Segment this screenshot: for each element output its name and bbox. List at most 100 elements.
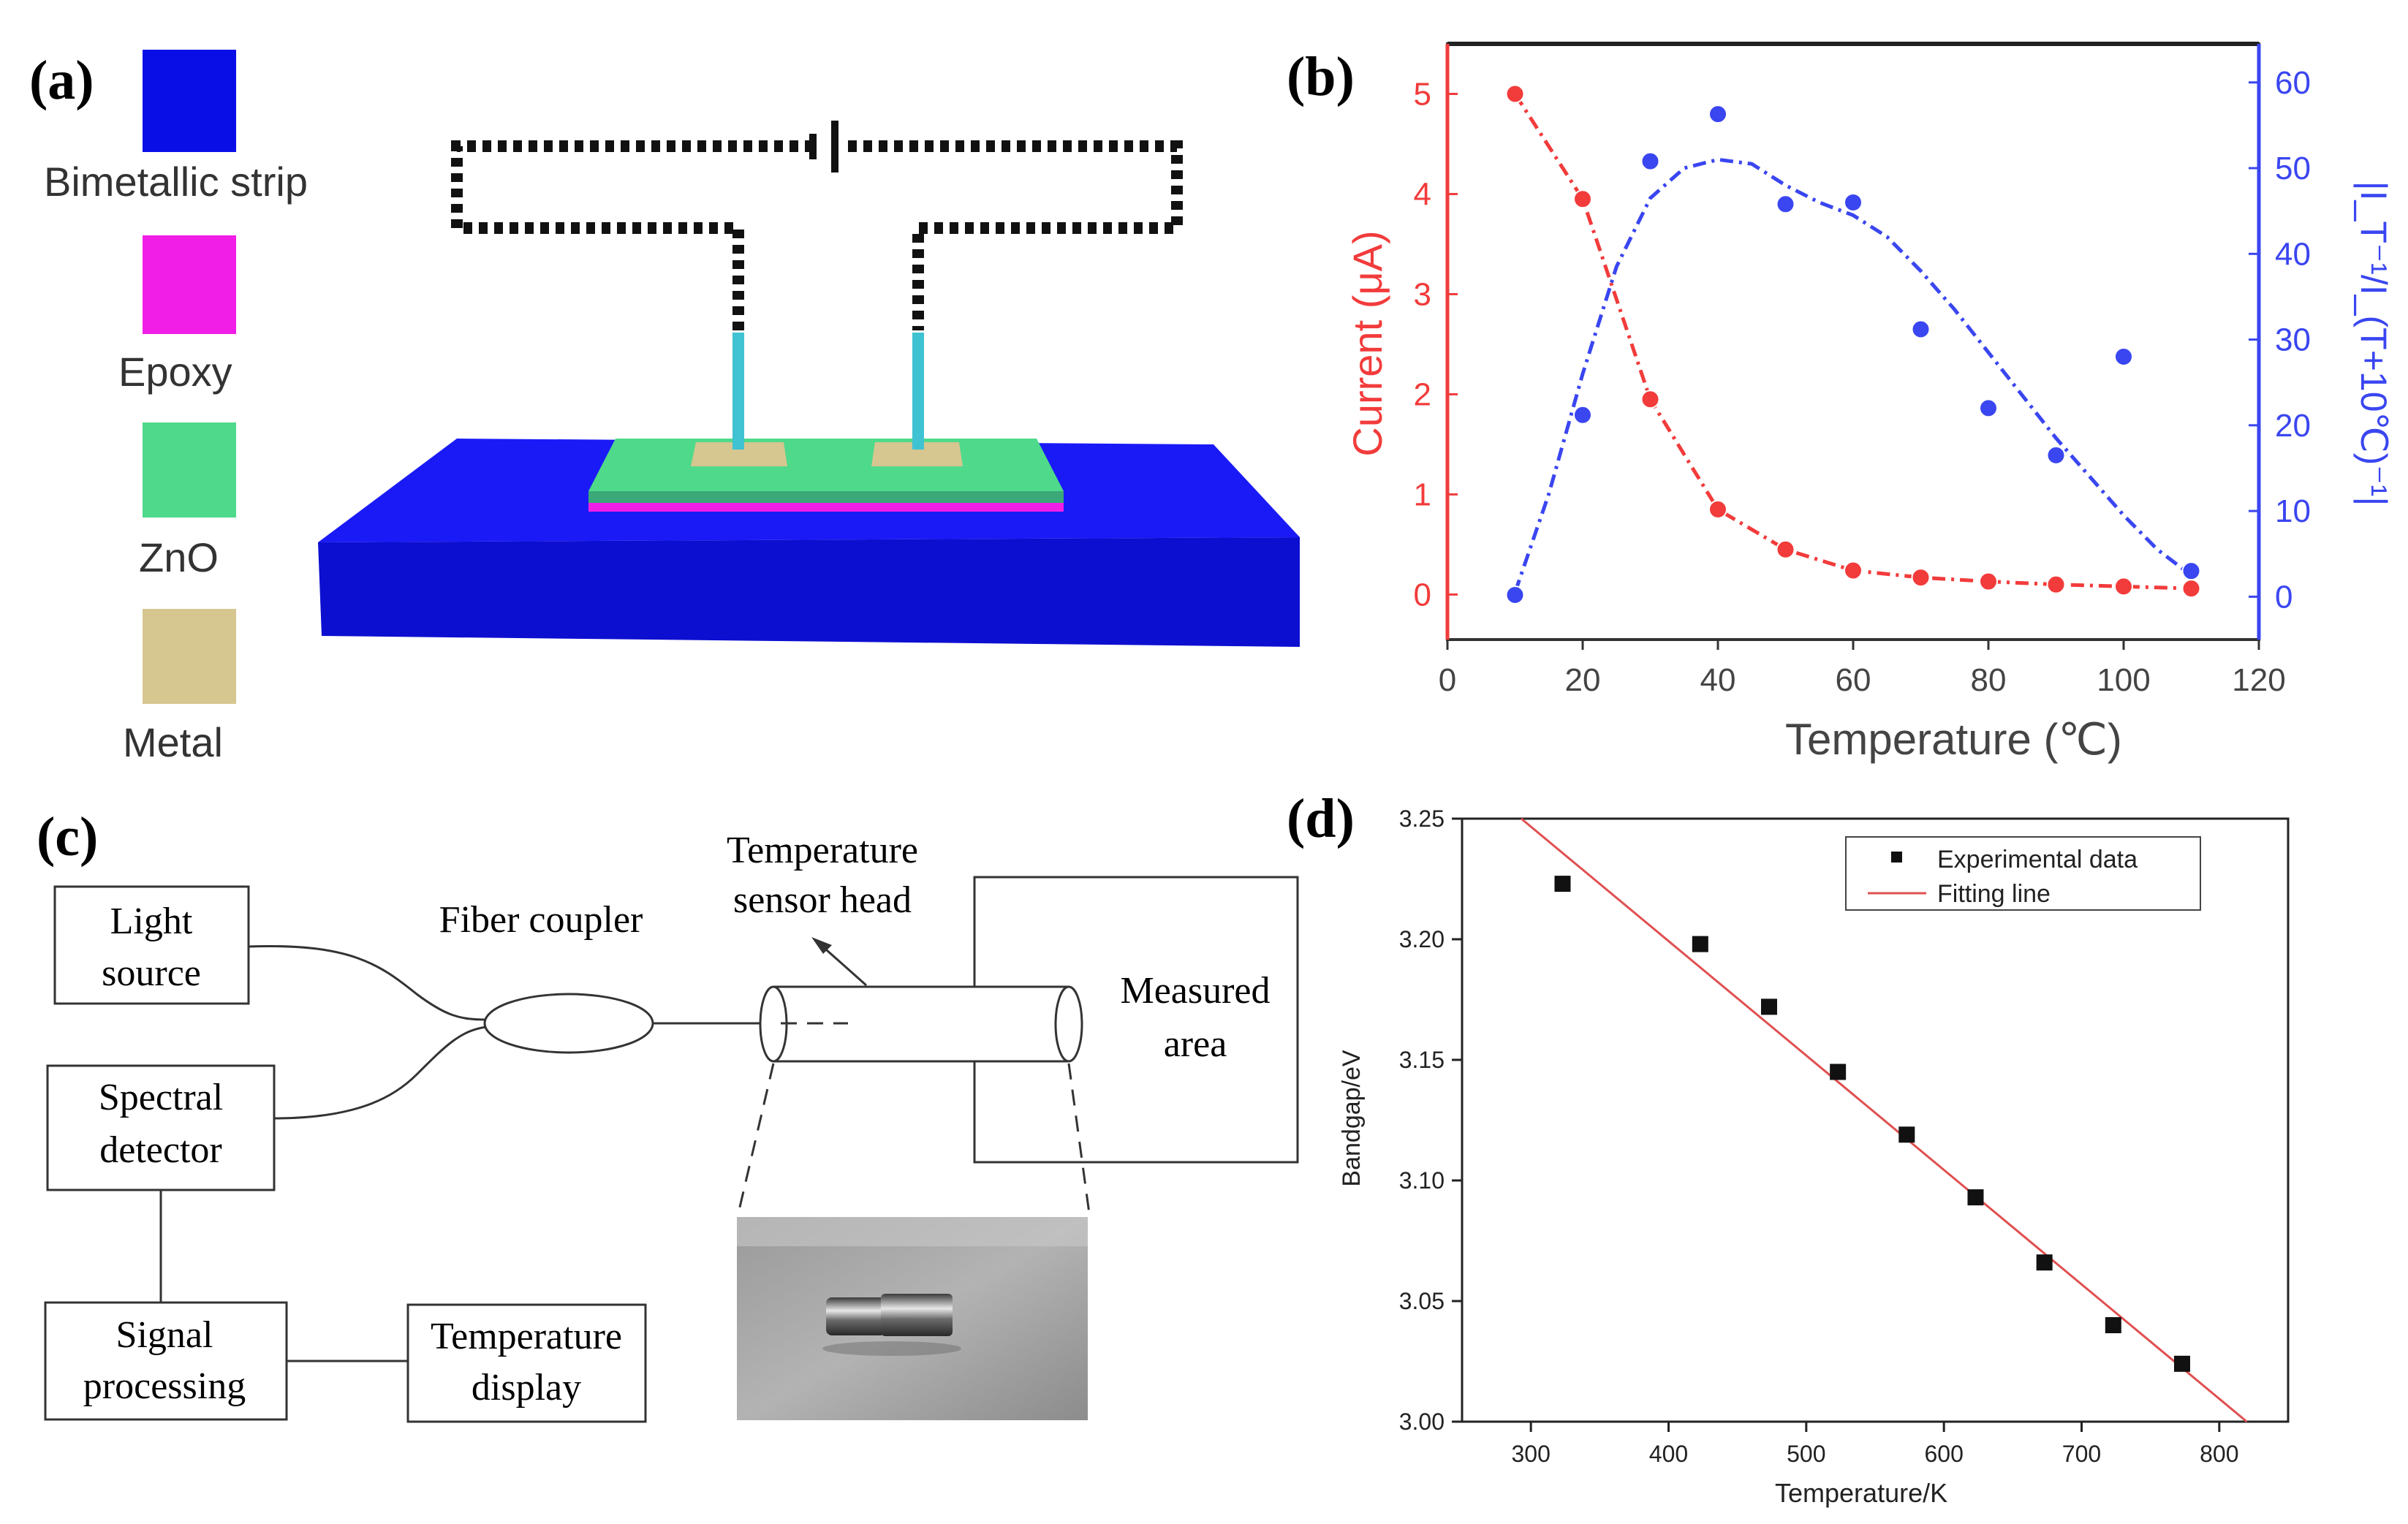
chart-b-ratio-point: [1573, 405, 1592, 425]
photo-highlight: [737, 1217, 1088, 1246]
chart-d-ytick-label: 3.25: [1399, 805, 1445, 832]
chart-b: 0 20 40 60 80 100 120 0 1 2 3 4 5 0 10 20 30 40 50 60 Tem…: [1344, 42, 2394, 764]
chart-b-y2tick-label: 60: [2275, 65, 2311, 101]
panel-label-b: (b): [1287, 46, 1355, 107]
fiber-from-source: [248, 944, 487, 1021]
chart-d-data-point: [1898, 1126, 1915, 1143]
chart-d-legend-exp: Experimental data: [1937, 846, 2138, 873]
chart-b-ratio-point: [1844, 192, 1863, 212]
chart-d-xtick-label: 500: [1787, 1441, 1825, 1467]
panel-label-d: (d): [1287, 788, 1355, 849]
chart-d-xtick-label: 800: [2200, 1441, 2238, 1467]
legend-label-zno: ZnO: [139, 534, 219, 580]
chart-b-current-point: [1573, 189, 1592, 209]
legend-swatch-epoxy: [143, 235, 236, 334]
chart-b-ratio-point: [2114, 347, 2133, 367]
epoxy-layer: [588, 503, 1064, 512]
chart-d-frame: [1461, 817, 2290, 1423]
chart-b-ytick-label: 2: [1414, 376, 1431, 412]
temperature-display-line1: Temperature: [431, 1316, 622, 1357]
chart-b-ratio-point: [2181, 561, 2201, 581]
chart-d-data-point: [2036, 1254, 2053, 1271]
chart-b-y2tick-label: 10: [2275, 493, 2311, 529]
metal-pad-left: [691, 442, 787, 466]
chart-b-ytick-label: 4: [1414, 176, 1431, 212]
sensor-head-end-right: [1054, 985, 1083, 1063]
chart-d-xtick-label: 600: [1924, 1441, 1963, 1467]
fiber-coupler: [483, 993, 654, 1054]
chart-b-ylabel: Current (μA): [1344, 230, 1390, 456]
chart-d-legend-fit: Fitting line: [1937, 880, 2051, 908]
chart-b-current-point: [1776, 539, 1795, 559]
chart-d-ytick-label: 3.10: [1399, 1167, 1445, 1194]
chart-b-current-point: [1505, 84, 1525, 104]
chart-b-xtick-label: 80: [1971, 662, 2007, 698]
chart-b-y2tick-label: 30: [2275, 322, 2311, 358]
chart-b-ratio-point: [1640, 151, 1660, 171]
chart-b-xtick-label: 0: [1439, 662, 1456, 698]
panel-a-legend: Bimetallic strip Epoxy ZnO Metal: [44, 50, 308, 765]
signal-processing-line2: processing: [83, 1365, 246, 1407]
chart-b-y2tick-label: 20: [2275, 408, 2311, 444]
sensor-head-label-line2: sensor head: [733, 879, 912, 921]
photo-shadow: [822, 1341, 961, 1356]
fiber-coupler-label: Fiber coupler: [439, 899, 643, 941]
spectral-detector-box: [46, 1064, 276, 1191]
chart-b-ratio-point: [1776, 194, 1795, 214]
chart-b-ratio-fit: [1513, 157, 2193, 594]
chart-b-y2tick-label: 40: [2275, 236, 2311, 272]
panel-label-c: (c): [37, 806, 98, 868]
temperature-display-box: [406, 1303, 647, 1423]
chart-d-ytick-label: 3.20: [1399, 926, 1445, 952]
zoom-line-right: [1067, 1063, 1091, 1214]
chart-b-xtick-label: 40: [1700, 662, 1736, 698]
chart-d-fit-line: [1521, 817, 2248, 1423]
chart-b-ratio-point: [1911, 319, 1931, 339]
sensor-head-photo: [737, 1217, 1088, 1420]
substrate-front: [318, 537, 1300, 647]
chart-d-xtick-label: 400: [1649, 1441, 1688, 1467]
chart-d-legend-marker: [1891, 852, 1902, 863]
chart-b-ratio-point: [1979, 398, 1998, 418]
measured-area-line2: area: [1164, 1023, 1227, 1065]
circuit-wire: [451, 140, 1183, 330]
sensor-head-label-line1: Temperature: [727, 830, 918, 871]
device-schematic: [318, 121, 1300, 647]
chart-b-xtick-label: 60: [1836, 662, 1871, 698]
chart-d-data-point: [1692, 936, 1708, 952]
legend-label-bimetallic: Bimetallic strip: [44, 159, 308, 205]
metal-pad-right: [871, 442, 963, 466]
measured-area-box: [973, 876, 1299, 1164]
chart-d-data-point: [1967, 1189, 1984, 1206]
chart-d-data-point: [1554, 876, 1571, 892]
chart-b-current-point: [2114, 577, 2133, 596]
chart-b-xtick-label: 120: [2232, 662, 2285, 698]
legend-swatch-bimetallic: [143, 50, 236, 152]
photo-sensor-part-left: [826, 1297, 886, 1335]
chart-b-y2tick-label: 50: [2275, 151, 2311, 186]
chart-b-frame: [1446, 42, 2260, 641]
spectral-detector-line2: detector: [99, 1129, 222, 1171]
spectral-detector-line1: Spectral: [99, 1077, 223, 1118]
chart-b-ytick-label: 5: [1414, 76, 1431, 112]
chart-b-ytick-label: 1: [1414, 477, 1431, 512]
legend-swatch-zno: [143, 422, 236, 518]
chart-b-xtick-label: 20: [1565, 662, 1601, 698]
chart-d-legend: [1845, 836, 2201, 911]
sensor-head-arrowhead: [811, 937, 832, 954]
photo-sensor-part-right: [881, 1294, 953, 1336]
zoom-line-left: [737, 1063, 775, 1214]
chart-d-data-point: [2105, 1317, 2121, 1333]
chart-d-data-point: [1830, 1064, 1847, 1080]
chart-b-xtick-label: 100: [2097, 662, 2150, 698]
chart-b-current-point: [1640, 390, 1660, 409]
chart-b-ratio-point: [1505, 585, 1525, 605]
chart-b-current-point: [1979, 572, 1998, 591]
chart-b-current-fit: [1513, 93, 2192, 591]
chart-d-xlabel: Temperature/K: [1775, 1478, 1947, 1508]
chart-b-current-point: [1708, 499, 1727, 519]
temperature-display-line2: display: [472, 1367, 581, 1409]
chart-d-ytick-label: 3.05: [1399, 1288, 1445, 1314]
chart-b-xlabel: Temperature (℃): [1785, 715, 2122, 764]
chart-d-ytick-label: 3.15: [1399, 1047, 1445, 1073]
